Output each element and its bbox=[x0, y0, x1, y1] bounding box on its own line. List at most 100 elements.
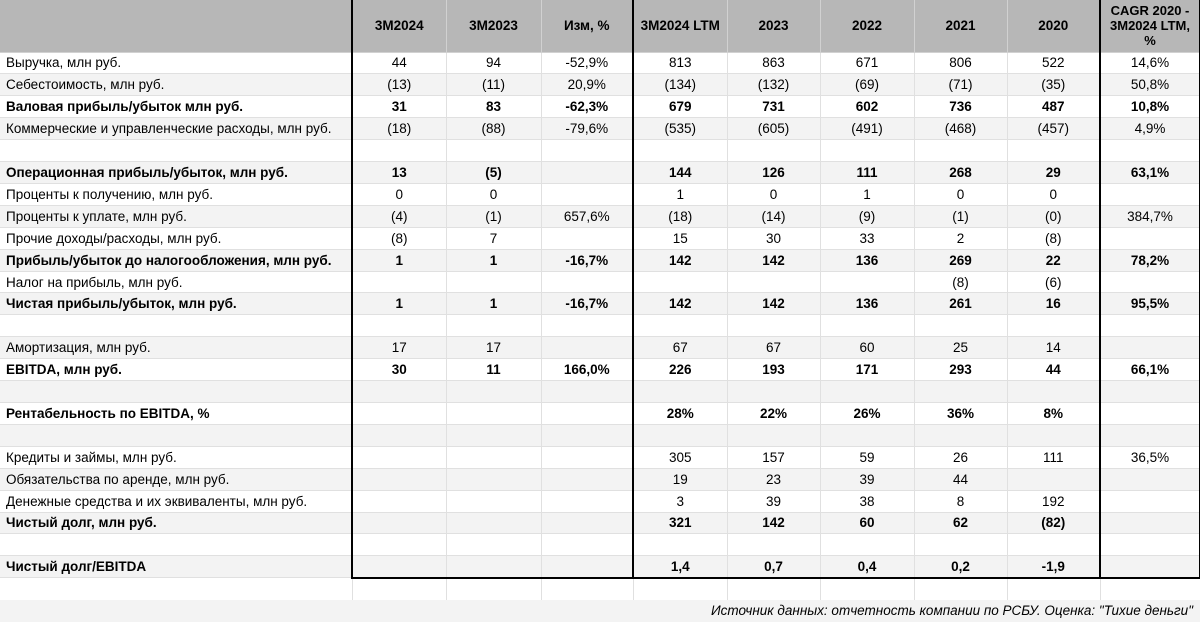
table-row: Налог на прибыль, млн руб. (8) (6) bbox=[0, 271, 1200, 294]
cell: 671 bbox=[819, 52, 914, 75]
cell bbox=[632, 533, 727, 557]
cell: 522 bbox=[1006, 52, 1100, 75]
column-header: 2022 bbox=[819, 0, 914, 53]
table-row: Обязательства по аренде, млн руб. 19 23 39 4… bbox=[0, 468, 1200, 491]
cell: 4,9% bbox=[1099, 117, 1200, 141]
cell: 30 bbox=[351, 358, 446, 382]
cell: 166,0% bbox=[540, 358, 633, 382]
cell bbox=[1006, 314, 1100, 338]
cell bbox=[351, 555, 446, 579]
row-label: Рентабельность по EBITDA, % bbox=[0, 402, 352, 425]
table-row: Себестоимость, млн руб. (13) (11) 20,9% (134… bbox=[0, 73, 1200, 97]
cell: (35) bbox=[1006, 73, 1100, 97]
cell bbox=[540, 424, 633, 447]
cell: 17 bbox=[351, 336, 446, 360]
cell: 813 bbox=[632, 52, 727, 75]
cell: (4) bbox=[351, 205, 446, 228]
source-note-text: Источник данных: отчетность компании по … bbox=[710, 603, 1193, 619]
cell bbox=[540, 402, 633, 425]
cell: (18) bbox=[351, 117, 446, 141]
cell bbox=[1099, 183, 1200, 206]
cell: 60 bbox=[819, 336, 914, 360]
cell: 25 bbox=[913, 336, 1007, 360]
cell: (8) bbox=[913, 271, 1007, 294]
cell bbox=[445, 402, 541, 425]
cell bbox=[445, 512, 541, 535]
cell: (605) bbox=[726, 117, 820, 141]
cell bbox=[1099, 577, 1200, 600]
cell: (11) bbox=[445, 73, 541, 97]
cell: 0,2 bbox=[913, 555, 1007, 579]
cell bbox=[351, 490, 446, 513]
cell: 67 bbox=[632, 336, 727, 360]
column-header: 3М2024 LTM bbox=[632, 0, 727, 53]
cell: 142 bbox=[726, 249, 820, 272]
cell: 1,4 bbox=[632, 555, 727, 579]
table-row: Рентабельность по EBITDA, % 28% 22% 26% 36% 8… bbox=[0, 402, 1200, 425]
cell bbox=[1099, 271, 1200, 294]
cell: 19 bbox=[632, 468, 727, 491]
corner-header bbox=[0, 0, 352, 53]
cell bbox=[540, 336, 633, 360]
cell bbox=[632, 271, 727, 294]
cell: 66,1% bbox=[1099, 358, 1200, 382]
cell: 17 bbox=[445, 336, 541, 360]
cell bbox=[1006, 424, 1100, 447]
cell: 293 bbox=[913, 358, 1007, 382]
cell: (1) bbox=[445, 205, 541, 228]
cell: 23 bbox=[726, 468, 820, 491]
cell bbox=[1006, 380, 1100, 403]
cell bbox=[1099, 533, 1200, 557]
cell: 136 bbox=[819, 292, 914, 316]
cell: 22% bbox=[726, 402, 820, 425]
cell bbox=[445, 446, 541, 469]
cell: 30 bbox=[726, 227, 820, 250]
cell: (13) bbox=[351, 73, 446, 97]
row-label: Чистый долг/EBITDA bbox=[0, 555, 352, 579]
cell bbox=[913, 314, 1007, 338]
row-label: Коммерческие и управленческие расходы, м… bbox=[0, 117, 352, 141]
cell bbox=[913, 380, 1007, 403]
table-row: EBITDA, млн руб. 30 11 166,0% 226 193 171 293 44… bbox=[0, 358, 1200, 382]
cell: 305 bbox=[632, 446, 727, 469]
cell bbox=[351, 468, 446, 491]
cell bbox=[445, 555, 541, 579]
cell bbox=[819, 533, 914, 557]
cell bbox=[540, 139, 633, 163]
cell: 8% bbox=[1006, 402, 1100, 425]
cell: 1 bbox=[351, 249, 446, 272]
cell bbox=[445, 139, 541, 163]
cell bbox=[726, 271, 820, 294]
cell: 193 bbox=[726, 358, 820, 382]
row-label: Прибыль/убыток до налогообложения, млн р… bbox=[0, 249, 352, 272]
source-note: Источник данных: отчетность компании по … bbox=[0, 599, 1200, 622]
cell bbox=[351, 139, 446, 163]
cell bbox=[351, 424, 446, 447]
cell: 736 bbox=[913, 95, 1007, 119]
cell: (8) bbox=[1006, 227, 1100, 250]
cell: 0 bbox=[351, 183, 446, 206]
cell bbox=[726, 533, 820, 557]
cell bbox=[351, 512, 446, 535]
cell: 14,6% bbox=[1099, 52, 1200, 75]
cell bbox=[1099, 512, 1200, 535]
cell bbox=[351, 577, 446, 600]
cell: 39 bbox=[819, 468, 914, 491]
cell bbox=[351, 271, 446, 294]
cell bbox=[540, 533, 633, 557]
table-row: Чистый долг, млн руб. 321 142 60 62 (82) bbox=[0, 512, 1200, 535]
cell: 657,6% bbox=[540, 205, 633, 228]
row-label bbox=[0, 314, 352, 338]
column-header: 3М2023 bbox=[445, 0, 541, 53]
cell: 14 bbox=[1006, 336, 1100, 360]
cell bbox=[726, 314, 820, 338]
cell: 226 bbox=[632, 358, 727, 382]
cell: -79,6% bbox=[540, 117, 633, 141]
table-row: Чистый долг/EBITDA 1,4 0,7 0,4 0,2 -1,9 bbox=[0, 555, 1200, 579]
financials-table: 3М2024 3М2023 Изм, % 3М2024 LTM 2023 2022 2021… bbox=[0, 0, 1200, 600]
cell: 15 bbox=[632, 227, 727, 250]
cell: 1 bbox=[351, 292, 446, 316]
spacer-row bbox=[0, 424, 1200, 447]
cell: 142 bbox=[726, 292, 820, 316]
